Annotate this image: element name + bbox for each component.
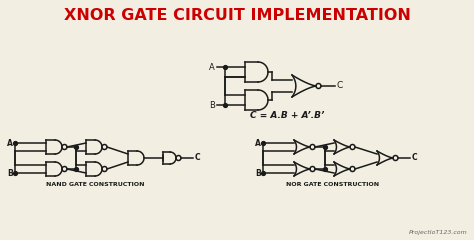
Text: A: A <box>209 62 215 72</box>
Text: XNOR GATE CIRCUIT IMPLEMENTATION: XNOR GATE CIRCUIT IMPLEMENTATION <box>64 8 410 23</box>
Text: NOR GATE CONSTRUCTION: NOR GATE CONSTRUCTION <box>286 182 380 187</box>
Text: C: C <box>195 154 201 162</box>
Text: B: B <box>209 101 215 109</box>
Text: C: C <box>412 154 418 162</box>
Text: C = A.B + A’.B’: C = A.B + A’.B’ <box>250 112 324 120</box>
Text: A: A <box>7 138 13 148</box>
Text: B: B <box>255 168 261 178</box>
Text: C: C <box>337 82 343 90</box>
Text: NAND GATE CONSTRUCTION: NAND GATE CONSTRUCTION <box>46 182 144 187</box>
Text: B: B <box>7 168 13 178</box>
Text: ProjectIoT123.com: ProjectIoT123.com <box>409 230 468 235</box>
Text: A: A <box>255 138 261 148</box>
